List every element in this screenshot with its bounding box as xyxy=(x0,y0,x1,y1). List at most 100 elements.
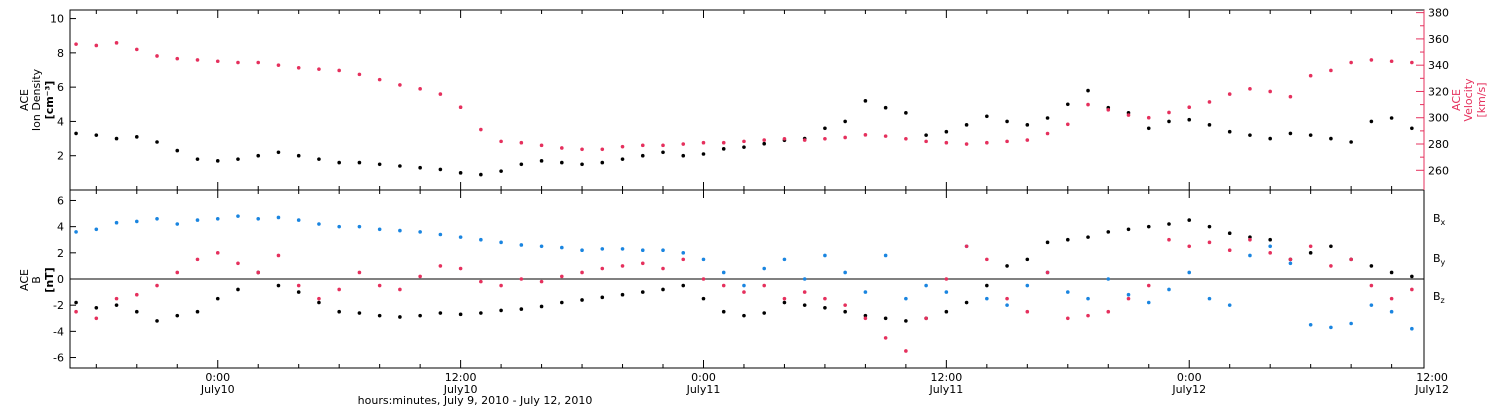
x-tick-day: July11 xyxy=(928,383,963,396)
bx-point xyxy=(661,287,665,292)
bx-point xyxy=(985,283,989,288)
density-point xyxy=(438,167,443,172)
velocity-point xyxy=(317,67,321,71)
density-point xyxy=(1045,116,1050,120)
velocity-point xyxy=(236,60,240,65)
density-point xyxy=(94,133,99,137)
density-point xyxy=(215,159,220,163)
bx-point xyxy=(742,313,746,318)
by-point xyxy=(499,240,503,245)
top-right-axis-title: ACE Velocity [km/s] xyxy=(1450,78,1488,122)
density-point xyxy=(681,153,686,158)
bz-point xyxy=(1308,244,1313,249)
bx-point xyxy=(398,315,402,319)
bx-point xyxy=(74,300,78,305)
top-left-axis: 2 4 6 8 10 xyxy=(50,13,76,163)
by-point xyxy=(114,220,119,225)
bz-point xyxy=(94,316,99,321)
by-point xyxy=(640,248,645,253)
bz-point xyxy=(1045,270,1050,275)
velocity-point xyxy=(418,87,422,91)
bz-point xyxy=(701,277,706,281)
by-point xyxy=(863,290,868,294)
bz-point xyxy=(1410,287,1414,292)
by-point xyxy=(357,224,362,229)
velocity-point xyxy=(640,143,645,148)
velocity-point xyxy=(600,147,605,152)
top-left-tick-label: 4 xyxy=(57,115,64,128)
density-point xyxy=(742,145,746,149)
x-axis: 0:00July1012:00July100:00July1112:00July… xyxy=(95,10,1449,396)
by-point xyxy=(195,218,200,222)
bz-point xyxy=(438,264,443,268)
density-point xyxy=(1187,117,1192,122)
velocity-point xyxy=(134,47,139,52)
velocity-point xyxy=(1146,115,1151,120)
bx-point xyxy=(782,300,787,305)
density-point xyxy=(175,148,180,153)
bottom-panel-points xyxy=(74,214,1414,353)
density-point xyxy=(519,162,524,167)
top-right-tick-label: 360 xyxy=(1428,33,1449,46)
by-point xyxy=(1389,309,1394,314)
density-point xyxy=(1167,119,1171,124)
by-point xyxy=(1308,323,1313,327)
bx-point xyxy=(560,300,564,305)
by-point xyxy=(1329,325,1333,330)
bottom-left-title-line2: B xyxy=(30,276,43,284)
bz-point xyxy=(377,283,382,288)
velocity-point xyxy=(1369,58,1374,62)
bottom-left-tick-label: 6 xyxy=(57,194,64,207)
bx-point xyxy=(1065,237,1070,242)
bz-point xyxy=(924,316,928,321)
density-point xyxy=(560,160,564,165)
bz-point xyxy=(580,270,584,275)
by-point xyxy=(519,243,524,247)
by-point xyxy=(398,228,402,233)
velocity-point xyxy=(701,140,706,145)
by-point xyxy=(438,232,443,237)
bz-point xyxy=(823,296,827,301)
density-point xyxy=(701,152,706,156)
velocity-point xyxy=(580,147,584,152)
bx-point xyxy=(94,305,99,310)
density-point xyxy=(721,147,726,151)
bottom-left-title-line3: [nT] xyxy=(43,267,56,292)
velocity-point xyxy=(843,135,847,140)
velocity-point xyxy=(742,139,746,144)
top-panel-points xyxy=(74,41,1414,177)
bz-point xyxy=(1248,237,1252,242)
by-point xyxy=(479,237,483,242)
by-point xyxy=(823,253,827,258)
bx-point xyxy=(721,309,726,314)
velocity-point xyxy=(1005,139,1009,144)
by-point xyxy=(1106,277,1111,281)
by-point xyxy=(74,230,78,234)
bz-point xyxy=(418,274,422,279)
velocity-point xyxy=(519,140,524,145)
top-right-title-line3: [km/s] xyxy=(1475,82,1488,117)
bx-point xyxy=(701,296,706,301)
by-point xyxy=(681,251,686,255)
density-point xyxy=(1005,119,1009,124)
velocity-point xyxy=(357,72,362,77)
bz-point xyxy=(519,277,524,281)
density-point xyxy=(904,111,908,115)
by-point xyxy=(317,222,321,226)
density-point xyxy=(1227,129,1232,134)
velocity-point xyxy=(1389,59,1394,64)
by-point xyxy=(1207,296,1212,301)
by-point xyxy=(296,218,301,222)
velocity-point xyxy=(1288,94,1293,99)
bz-point xyxy=(1227,248,1232,253)
bz-point xyxy=(1167,237,1171,242)
by-point xyxy=(276,215,281,220)
bx-point xyxy=(1207,224,1212,229)
bz-point xyxy=(802,290,807,294)
density-point xyxy=(539,159,544,163)
bx-point xyxy=(1146,224,1151,229)
velocity-point xyxy=(74,42,78,46)
bottom-left-tick-label: -2 xyxy=(53,299,64,312)
bz-point xyxy=(661,266,665,271)
